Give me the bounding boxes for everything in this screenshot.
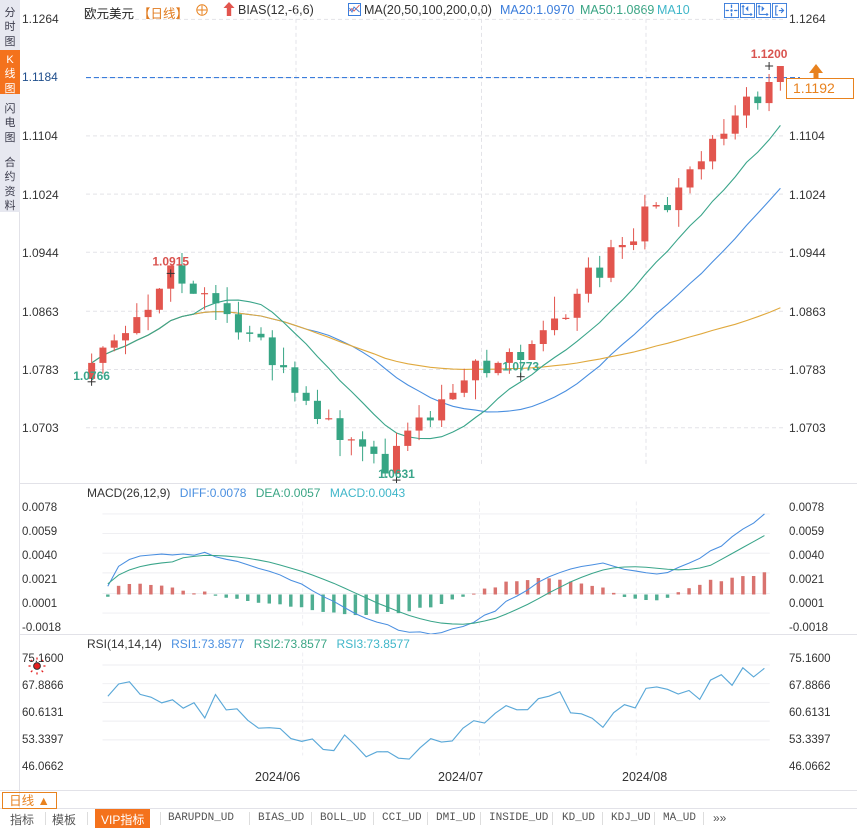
svg-text:1.0915: 1.0915 [152,254,189,268]
svg-text:1.0766: 1.0766 [73,369,110,383]
svg-text:1.0631: 1.0631 [378,467,415,481]
svg-text:1.0773: 1.0773 [502,360,539,374]
svg-text:1.1200: 1.1200 [751,47,788,61]
